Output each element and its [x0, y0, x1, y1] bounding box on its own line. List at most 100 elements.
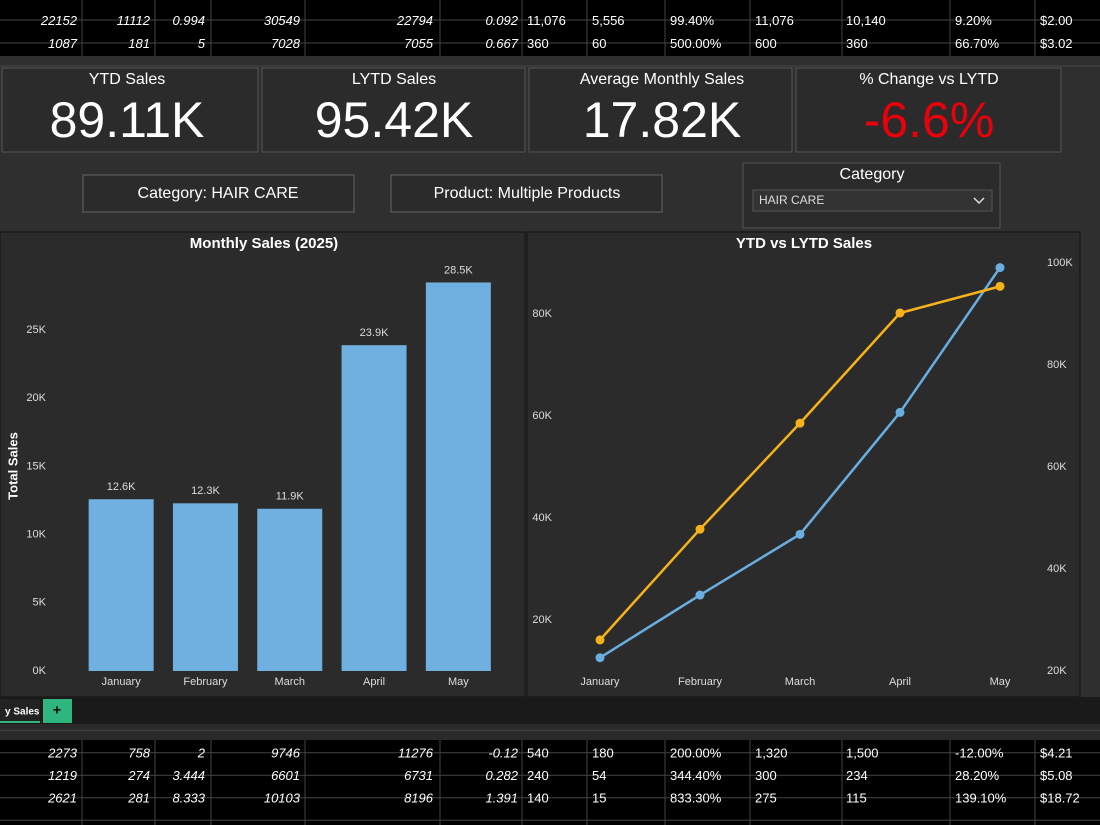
table-cell: 1219 [48, 768, 77, 783]
sheet-tab[interactable] [0, 699, 40, 723]
table-cell: $4.21 [1040, 746, 1073, 761]
table-cell: 10103 [264, 791, 301, 806]
table-cell: 181 [128, 36, 150, 51]
kpi-label: % Change vs LYTD [859, 71, 998, 88]
x-tick-label: April [363, 676, 385, 688]
kpi-value: 17.82K [583, 92, 741, 148]
x-tick-label: January [102, 676, 142, 688]
table-cell: 11112 [117, 13, 151, 28]
table-cell: 140 [527, 791, 549, 806]
filter-button-label[interactable]: Product: Multiple Products [434, 185, 621, 202]
sheet-tab-bar [0, 697, 1100, 724]
y2-tick-label: 80K [1047, 359, 1067, 371]
table-cell: 540 [527, 746, 549, 761]
sheet-tab-label[interactable]: y Sales [5, 707, 40, 718]
table-cell: 3.444 [172, 768, 205, 783]
add-sheet-button[interactable] [43, 699, 72, 723]
table-cell: 28.20% [955, 768, 1000, 783]
y-tick-label: 5K [33, 597, 47, 609]
x-tick-label: March [274, 676, 305, 688]
table-cell: 99.40% [670, 13, 715, 28]
kpi-card [795, 67, 1062, 153]
table-cell: 2621 [47, 791, 77, 806]
add-sheet-label[interactable]: + [53, 702, 61, 718]
table-cell: 9.20% [955, 13, 992, 28]
table-cell: 2 [197, 746, 206, 761]
table-cell: 115 [846, 791, 867, 806]
table-cell: 30549 [264, 13, 300, 28]
x-tick-label: May [990, 676, 1011, 688]
table-cell: 11276 [398, 746, 434, 761]
kpi-card [261, 67, 526, 153]
table-cell: 22152 [40, 13, 78, 28]
table-cell: 274 [127, 768, 150, 783]
slicer-dropdown[interactable] [752, 189, 993, 212]
y-tick-label: 60K [532, 410, 552, 422]
y-tick-label: 20K [532, 614, 552, 626]
line-point [595, 653, 605, 663]
value-label: 11.9K [276, 491, 305, 503]
table-cell: 300 [755, 768, 777, 783]
table-cell: 9746 [271, 746, 301, 761]
table-cell: $3.02 [1040, 36, 1073, 51]
table-cell: 758 [128, 746, 150, 761]
table-cell: 8196 [404, 791, 434, 806]
table-cell: 15 [592, 791, 606, 806]
line-point [995, 263, 1005, 273]
slicer-value[interactable]: HAIR CARE [759, 193, 824, 207]
table-cell: 22794 [396, 13, 433, 28]
table-cell: 0.667 [485, 36, 518, 51]
dropdown-chevron[interactable] [973, 197, 985, 205]
value-label: 12.6K [107, 481, 136, 493]
chart-title: YTD vs LYTD Sales [736, 235, 872, 252]
line-point [895, 407, 905, 417]
top-table-bg [0, 0, 1100, 56]
filter-button[interactable] [390, 174, 663, 213]
kpi-card [528, 67, 793, 153]
kpi-label: YTD Sales [89, 71, 165, 88]
table-cell: 0.092 [485, 13, 518, 28]
table-cell: 6731 [404, 768, 433, 783]
line-point [795, 418, 805, 428]
line-point [595, 635, 605, 645]
table-cell: 344.40% [670, 768, 722, 783]
bar [172, 503, 238, 671]
bar [425, 282, 491, 671]
x-tick-label: March [785, 676, 816, 688]
table-cell: 7055 [404, 36, 434, 51]
x-tick-label: May [448, 676, 469, 688]
table-cell: 240 [527, 768, 549, 783]
line-point [995, 281, 1005, 291]
table-cell: 5 [198, 36, 206, 51]
table-cell: 180 [592, 746, 614, 761]
kpi-label: Average Monthly Sales [580, 71, 744, 88]
kpi-value: -6.6% [864, 92, 995, 148]
table-cell: 0.282 [485, 768, 518, 783]
y-tick-label: 20K [26, 392, 46, 404]
line-point [795, 529, 805, 539]
value-label: 23.9K [360, 327, 389, 339]
bar [88, 499, 154, 671]
table-cell: 5,556 [592, 13, 625, 28]
y2-tick-label: 20K [1047, 665, 1067, 677]
y-tick-label: 80K [532, 308, 552, 320]
filter-button-label[interactable]: Category: HAIR CARE [138, 185, 299, 202]
y-axis-label: Total Sales [5, 432, 20, 500]
table-cell: 2273 [47, 746, 78, 761]
table-cell: 600 [755, 36, 777, 51]
x-tick-label: January [580, 676, 620, 688]
line-point [695, 590, 705, 600]
table-cell: 66.70% [955, 36, 1000, 51]
table-cell: -0.12 [488, 746, 518, 761]
table-cell: 1.391 [485, 791, 518, 806]
table-cell: 11,076 [755, 13, 794, 28]
table-cell: 10,140 [846, 13, 886, 28]
x-tick-label: February [183, 676, 228, 688]
slicer-title: Category [840, 166, 905, 183]
table-cell: 8.333 [172, 791, 205, 806]
chart-title: Monthly Sales (2025) [190, 235, 338, 252]
table-cell: 6601 [271, 768, 300, 783]
filter-button[interactable] [82, 174, 355, 213]
gap [0, 724, 1100, 740]
